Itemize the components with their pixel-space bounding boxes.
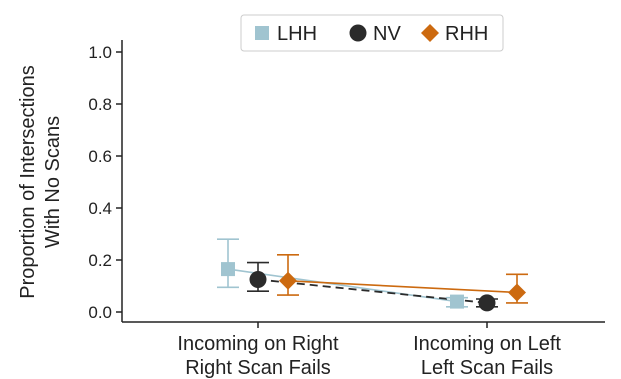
- y-tick-label: 0.8: [88, 95, 112, 114]
- data-point-lhh: [221, 262, 235, 277]
- x-category-label-line: Left Scan Fails: [421, 357, 553, 379]
- data-point-rhh: [279, 271, 297, 290]
- x-category-label-line: Right Scan Fails: [185, 357, 331, 379]
- x-category-label-line: Incoming on Left: [413, 333, 561, 355]
- legend-label-lhh: LHH: [277, 23, 317, 45]
- legend-box: [240, 14, 504, 52]
- y-tick-label: 0.6: [88, 147, 112, 166]
- series-rhh-points: [277, 254, 528, 304]
- legend-marker-nv: [349, 24, 367, 42]
- axes: 0.0 0.2 0.4 0.6 0.8 1.0: [88, 40, 605, 328]
- x-category-label: Incoming on Right Right Scan Fails: [177, 333, 339, 379]
- y-axis-title-line: With No Scans: [42, 116, 64, 248]
- data-point-nv: [249, 271, 267, 288]
- y-axis-title: Proportion of Intersections With No Scans: [17, 65, 64, 298]
- data-point-lhh: [450, 294, 464, 309]
- series-lhh-points: [217, 238, 468, 309]
- x-category-labels: Incoming on Right Right Scan FailsIncomin…: [177, 333, 561, 379]
- x-category-label: Incoming on Left Left Scan Fails: [413, 333, 561, 379]
- y-tick-label: 0.0: [88, 303, 112, 322]
- y-axis-label: Proportion of Intersections With No Scans: [17, 65, 64, 298]
- y-tick-label: 1.0: [88, 43, 112, 62]
- legend: LHH NV RHH: [240, 14, 504, 52]
- legend-marker-lhh: [255, 26, 269, 40]
- series-nv-points: [247, 261, 498, 312]
- y-tick-label: 0.4: [88, 199, 112, 218]
- data-point-rhh: [508, 283, 526, 302]
- series-rhh-line-group: [287, 280, 518, 294]
- series-layer: [217, 238, 528, 312]
- x-category-label-line: Incoming on Right: [177, 333, 339, 355]
- legend-label-rhh: RHH: [445, 23, 488, 45]
- series-rhh-line: [287, 280, 518, 294]
- legend-label-nv: NV: [373, 23, 401, 45]
- y-axis-title-line: Proportion of Intersections: [17, 65, 39, 298]
- data-point-nv: [478, 294, 496, 312]
- legend-marker-rhh: [421, 24, 439, 42]
- y-tick-label: 0.2: [88, 251, 112, 270]
